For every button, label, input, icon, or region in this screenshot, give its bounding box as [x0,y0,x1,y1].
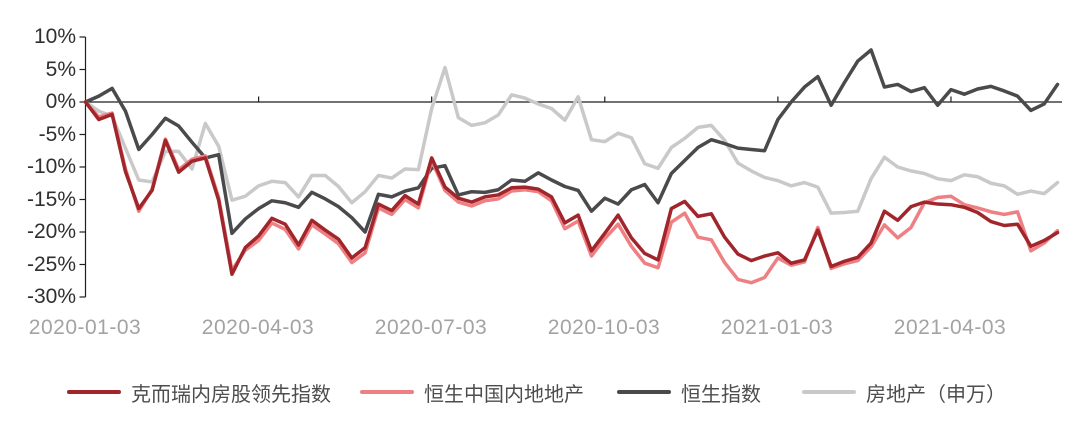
y-tick-label: -25% [26,252,76,276]
legend-label: 恒生中国内地地产 [424,383,584,406]
series-line-恒生指数 [83,48,1060,236]
y-tick-label: -10% [26,155,76,178]
y-tick-label: 0% [45,90,76,113]
legend-item-sw-real-estate: 房地产（申万） [802,381,1006,406]
y-tick-label: 10% [33,25,76,48]
legend-swatch-pink [360,390,414,394]
y-tick-label: -20% [26,220,76,243]
legend-swatch-dark-red [67,390,121,394]
legend-swatch-charcoal [617,390,671,394]
series-line-恒生中国内地地产 [83,100,1060,285]
legend-item-hs-mainland-property: 恒生中国内地地产 [360,381,584,406]
series-lines [83,48,1060,285]
legend-item-cric-index: 克而瑞内房股领先指数 [67,381,331,406]
x-tick-label: 2020-10-03 [547,316,661,339]
y-tick-label: 5% [45,57,76,81]
legend-item-hang-seng-index: 恒生指数 [617,381,761,406]
legend-swatch-light-gray [802,390,856,394]
x-tick-label: 2021-01-03 [720,316,834,339]
legend-label: 克而瑞内房股领先指数 [131,383,331,406]
x-tick-label: 2020-07-03 [374,316,488,339]
y-tick-label: -15% [26,187,76,211]
series-line-克而瑞内房股领先指数 [83,100,1060,276]
axis-ticks [79,36,952,298]
y-tick-label: -30% [26,285,76,308]
legend-label: 房地产（申万） [866,383,1006,406]
series-line-房地产（申万） [83,65,1060,215]
x-tick-label: 2020-01-03 [28,316,142,339]
x-tick-label: 2020-04-03 [201,316,315,339]
x-tick-label: 2021-04-03 [893,316,1007,339]
y-tick-label: -5% [38,122,76,146]
legend-label: 恒生指数 [681,383,761,406]
